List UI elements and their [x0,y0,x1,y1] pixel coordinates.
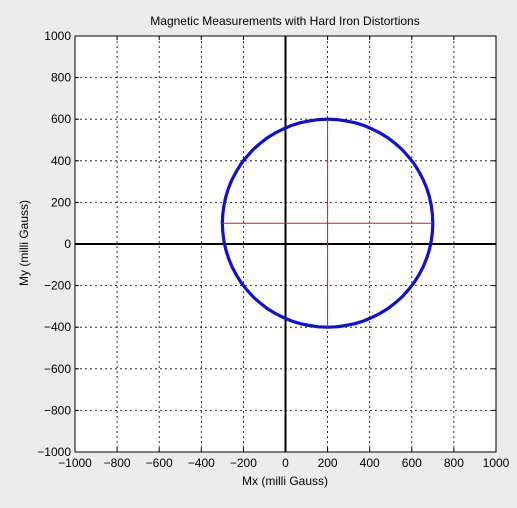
x-tick-label: 200 [318,456,338,470]
y-tick-label: 600 [51,112,71,126]
x-tick-label: −600 [146,456,173,470]
x-axis-label: Mx (milli Gauss) [242,474,328,488]
x-tick-label: −400 [188,456,215,470]
y-tick-label: −800 [44,403,71,417]
y-tick-labels: −1000 −800 −600 −400 −200 0 200 400 600 800 1000 [37,29,71,459]
x-tick-label: 800 [444,456,464,470]
x-tick-label: 0 [282,456,289,470]
x-tick-label: 1000 [483,456,510,470]
x-tick-label: −1000 [58,456,92,470]
x-tick-labels: −1000 −800 −600 −400 −200 0 200 400 600 800 1000 [58,456,510,470]
tick-marks [74,35,497,453]
series-layer [220,117,435,329]
y-tick-label: −1000 [37,445,71,459]
x-tick-label: 400 [360,456,380,470]
y-tick-label: 800 [51,71,71,85]
y-tick-label: 200 [51,195,71,209]
y-tick-label: 1000 [44,29,71,43]
origin-axes [75,36,496,452]
x-tick-label: −800 [104,456,131,470]
y-tick-label: −200 [44,279,71,293]
y-tick-label: −600 [44,362,71,376]
measurement-ring [220,117,435,329]
x-tick-label: −200 [230,456,257,470]
y-tick-label: 400 [51,154,71,168]
y-tick-label: −400 [44,320,71,334]
x-tick-label: 600 [402,456,422,470]
chart-title: Magnetic Measurements with Hard Iron Dis… [150,14,419,28]
y-axis-label: My (milli Gauss) [17,200,31,286]
y-tick-label: 0 [64,237,71,251]
